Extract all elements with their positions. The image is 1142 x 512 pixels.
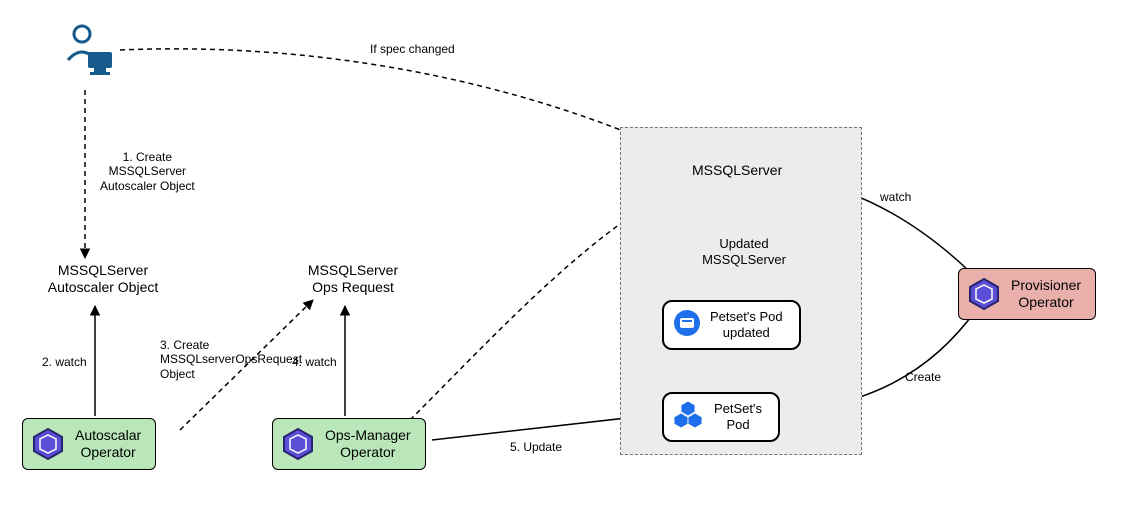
ops-manager-operator-label: Ops-Manager Operator <box>325 427 411 461</box>
edge-label-e5: 4. watch <box>292 355 337 369</box>
pod-icon <box>672 308 702 342</box>
ops-request-object: MSSQLServer Ops Request <box>288 262 418 296</box>
autoscalar-operator-label: Autoscalar Operator <box>75 427 141 461</box>
edge-label-e9: watch <box>880 190 911 204</box>
mssqlserver-label: MSSQLServer <box>692 162 782 179</box>
petset-pod-updated: Petset's Pod updated <box>662 300 801 350</box>
updated-mssqlserver: Updated MSSQLServer <box>694 236 794 267</box>
provisioner-operator: Provisioner Operator <box>958 268 1096 320</box>
edge-label-e6: 5. Update <box>510 440 562 454</box>
autoscalar-operator: Autoscalar Operator <box>22 418 156 470</box>
hexagon-icon <box>967 277 1001 311</box>
user-icon <box>60 22 116 82</box>
provisioner-operator-label: Provisioner Operator <box>1011 277 1081 311</box>
edge-label-e10: Create <box>905 370 941 384</box>
autoscaler-object-label: MSSQLServer Autoscaler Object <box>48 262 159 296</box>
petset-pod-label: PetSet's Pod <box>714 401 762 432</box>
edge-label-e1: 1. Create MSSQLServer Autoscaler Object <box>100 150 195 193</box>
cubes-icon <box>672 400 706 434</box>
hexagon-icon <box>31 427 65 461</box>
updated-mssqlserver-label: Updated MSSQLServer <box>702 236 786 267</box>
hexagon-icon <box>281 427 315 461</box>
mssqlserver: MSSQLServer <box>692 162 782 179</box>
arrow-layer <box>0 0 1142 512</box>
edge-e3 <box>120 49 700 165</box>
ops-manager-operator: Ops-Manager Operator <box>272 418 426 470</box>
petset-pod: PetSet's Pod <box>662 392 780 442</box>
petset-pod-updated-label: Petset's Pod updated <box>710 309 783 340</box>
autoscaler-object: MSSQLServer Autoscaler Object <box>38 262 168 296</box>
edge-label-e4: 3. Create MSSQLserverOpsRequest Object <box>160 338 302 381</box>
edge-label-e2: 2. watch <box>42 355 87 369</box>
ops-request-label: MSSQLServer Ops Request <box>308 262 398 296</box>
architecture-diagram: MSSQLServer Autoscaler Object MSSQLServe… <box>0 0 1142 512</box>
edge-label-e3: If spec changed <box>370 42 455 56</box>
